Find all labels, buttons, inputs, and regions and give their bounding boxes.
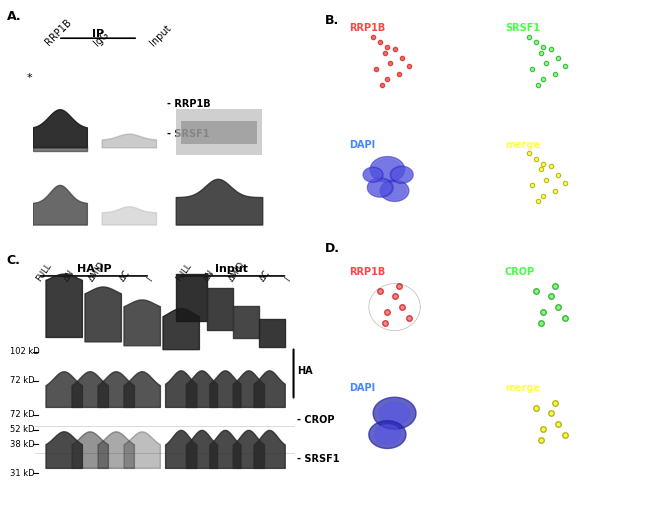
Text: IP: IP [92, 29, 104, 39]
Text: A.: A. [6, 10, 21, 23]
Polygon shape [383, 182, 406, 199]
Polygon shape [393, 168, 411, 181]
Polygon shape [380, 180, 409, 201]
Text: 31 kD: 31 kD [10, 469, 34, 478]
Polygon shape [367, 178, 393, 197]
Text: - CROP: - CROP [296, 415, 334, 425]
Bar [181, 120, 257, 143]
Text: 52 kD: 52 kD [10, 425, 34, 434]
Polygon shape [370, 156, 404, 182]
Text: ΔN: ΔN [62, 268, 76, 283]
Polygon shape [390, 166, 413, 183]
Text: ΔC: ΔC [118, 269, 132, 283]
Text: RRP1B: RRP1B [349, 23, 385, 33]
Text: merge: merge [505, 140, 540, 149]
Text: Input: Input [214, 264, 248, 274]
Text: 72 kD: 72 kD [10, 410, 34, 420]
Text: DAPI: DAPI [349, 140, 375, 149]
Text: ΔC: ΔC [259, 269, 272, 283]
Polygon shape [374, 159, 401, 180]
Text: D.: D. [325, 242, 340, 256]
Text: C.: C. [6, 254, 20, 267]
Text: I: I [283, 276, 292, 283]
Polygon shape [380, 402, 410, 425]
Polygon shape [369, 421, 406, 449]
Text: HA-IP: HA-IP [77, 264, 111, 274]
Polygon shape [363, 167, 383, 182]
Text: HA: HA [296, 366, 312, 376]
Text: - RRP1B: - RRP1B [166, 99, 211, 109]
Text: - SRSF1: - SRSF1 [296, 454, 339, 464]
Text: RRP1B: RRP1B [43, 17, 73, 48]
Text: IgG: IgG [92, 29, 110, 48]
Text: 102 kD: 102 kD [10, 347, 40, 356]
Text: 72 kD: 72 kD [10, 376, 34, 385]
Polygon shape [365, 169, 381, 181]
Text: - SRSF1: - SRSF1 [166, 129, 209, 139]
Polygon shape [373, 397, 416, 429]
Text: ΔN: ΔN [202, 268, 216, 283]
Text: FULL: FULL [34, 262, 53, 283]
Text: ΔMID: ΔMID [227, 260, 248, 283]
Text: *: * [27, 73, 32, 83]
Text: merge: merge [505, 384, 540, 393]
Text: CROP: CROP [505, 267, 535, 276]
Polygon shape [370, 180, 391, 195]
Polygon shape [374, 425, 400, 444]
Bar [176, 109, 262, 155]
Text: RRP1B: RRP1B [349, 267, 385, 276]
Text: DAPI: DAPI [349, 384, 375, 393]
Text: I: I [146, 276, 155, 283]
Text: 38 kD: 38 kD [10, 440, 34, 449]
Text: B.: B. [325, 14, 339, 27]
Text: SRSF1: SRSF1 [505, 23, 540, 33]
Text: FULL: FULL [175, 262, 194, 283]
Text: Input: Input [148, 22, 174, 48]
Text: ΔMID: ΔMID [87, 260, 107, 283]
